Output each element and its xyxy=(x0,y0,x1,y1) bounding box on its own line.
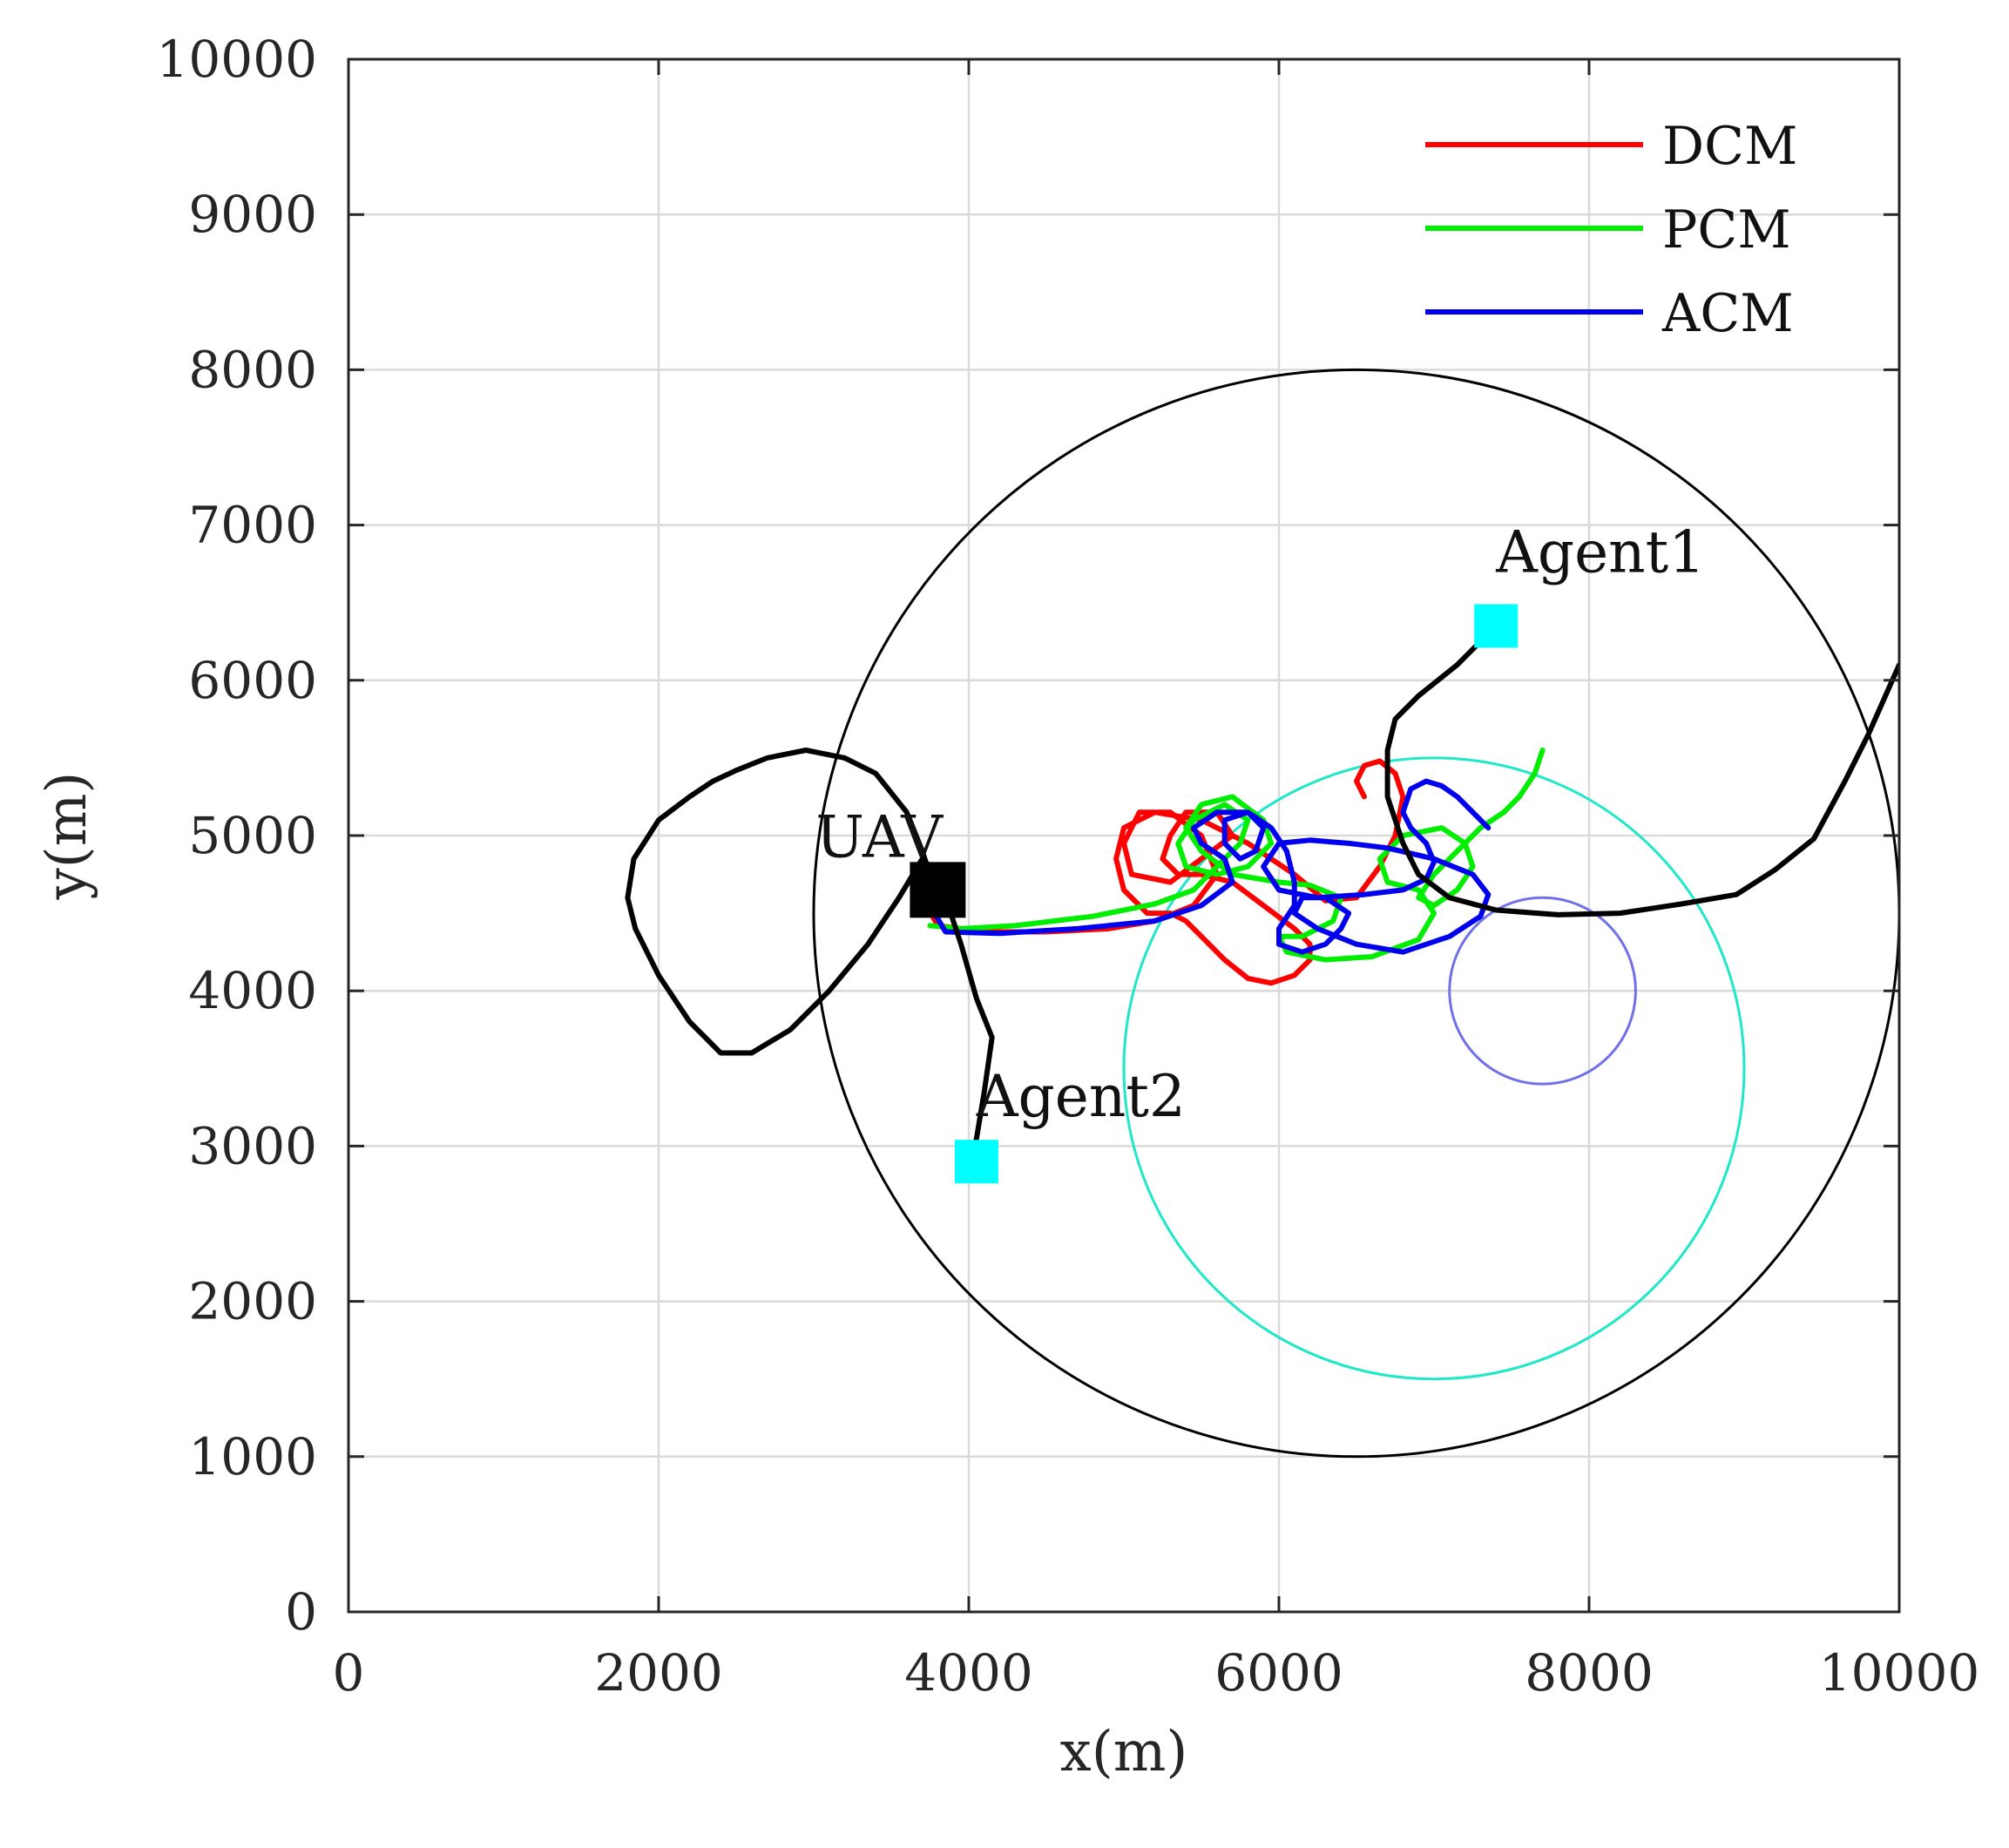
x-tick-label: 4000 xyxy=(904,1643,1033,1702)
y-tick-label: 10000 xyxy=(156,30,317,89)
y-tick-label: 0 xyxy=(285,1582,317,1642)
legend: DCM PCM ACM xyxy=(1425,116,1797,344)
legend-label-acm: ACM xyxy=(1661,283,1794,344)
series-acm xyxy=(927,778,1492,955)
series-agent1-path xyxy=(1384,623,1899,917)
x-tick-label: 10000 xyxy=(1819,1643,1980,1702)
marker-uav xyxy=(910,862,966,918)
marker-label-uav: UAV xyxy=(815,803,944,870)
range-circle xyxy=(1448,896,1637,1086)
series-uav-path xyxy=(625,748,995,1173)
y-tick-label: 3000 xyxy=(188,1116,317,1175)
marker-agent1 xyxy=(1474,604,1519,648)
range-circle xyxy=(1122,756,1746,1381)
range-circle xyxy=(812,369,1899,1459)
x-tick-label: 6000 xyxy=(1214,1643,1343,1702)
legend-label-pcm: PCM xyxy=(1662,200,1791,261)
y-tick-label: 6000 xyxy=(188,651,317,710)
y-tick-label: 2000 xyxy=(188,1272,317,1331)
x-tick-label: 8000 xyxy=(1525,1643,1654,1702)
y-tick-label: 7000 xyxy=(188,496,317,555)
y-tick-label: 1000 xyxy=(188,1427,317,1486)
marker-label-agent1: Agent1 xyxy=(1495,518,1705,586)
x-tick-label: 2000 xyxy=(594,1643,723,1702)
x-tick-label: 0 xyxy=(333,1643,365,1702)
plot-content xyxy=(625,369,1899,1459)
series-pcm xyxy=(927,748,1546,963)
marker-label-agent2: Agent2 xyxy=(976,1063,1186,1130)
tick-labels: 0 2000 4000 6000 8000 10000 0 1000 2000 3000 4000 5… xyxy=(156,30,1979,1702)
y-tick-label: 4000 xyxy=(188,961,317,1020)
plot-inner xyxy=(625,369,1899,1459)
y-tick-label: 9000 xyxy=(188,185,317,244)
annotations: UAV Agent1 Agent2 xyxy=(815,518,1705,1184)
x-axis-label: x(m) xyxy=(1060,1720,1188,1784)
ticks xyxy=(347,58,1901,1614)
legend-label-dcm: DCM xyxy=(1662,116,1797,177)
y-axis-label: y(m) xyxy=(35,772,99,901)
y-tick-label: 8000 xyxy=(188,340,317,399)
marker-agent2 xyxy=(954,1140,998,1184)
y-tick-label: 5000 xyxy=(188,806,317,865)
